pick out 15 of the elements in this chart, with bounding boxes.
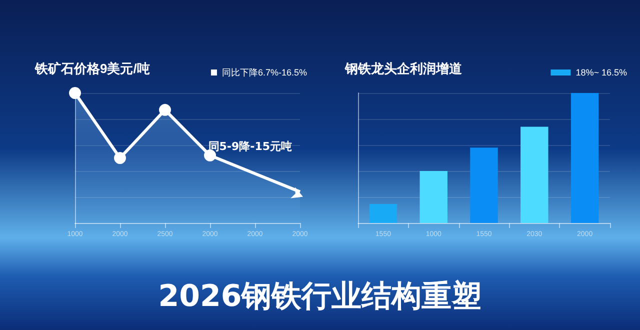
bar bbox=[570, 93, 599, 223]
point bbox=[114, 152, 126, 164]
legend-label: 同比下降6.7%-16.5% bbox=[222, 68, 307, 78]
point bbox=[159, 104, 171, 116]
legend-label: 18%~ 16.5% bbox=[576, 68, 628, 78]
chart-title: 钢铁龙头企利润增道 bbox=[344, 61, 463, 76]
text: 2026钢铁行业结构重塑 bbox=[157, 278, 483, 316]
chart-title: 铁矿石价格9美元/吨 bbox=[34, 61, 150, 76]
bar bbox=[520, 126, 548, 223]
point bbox=[290, 187, 303, 198]
annotation: 同5-9降-15元吨 bbox=[208, 140, 292, 153]
bar bbox=[420, 171, 448, 223]
point bbox=[69, 87, 81, 99]
bar bbox=[470, 148, 498, 223]
bar bbox=[369, 204, 398, 223]
